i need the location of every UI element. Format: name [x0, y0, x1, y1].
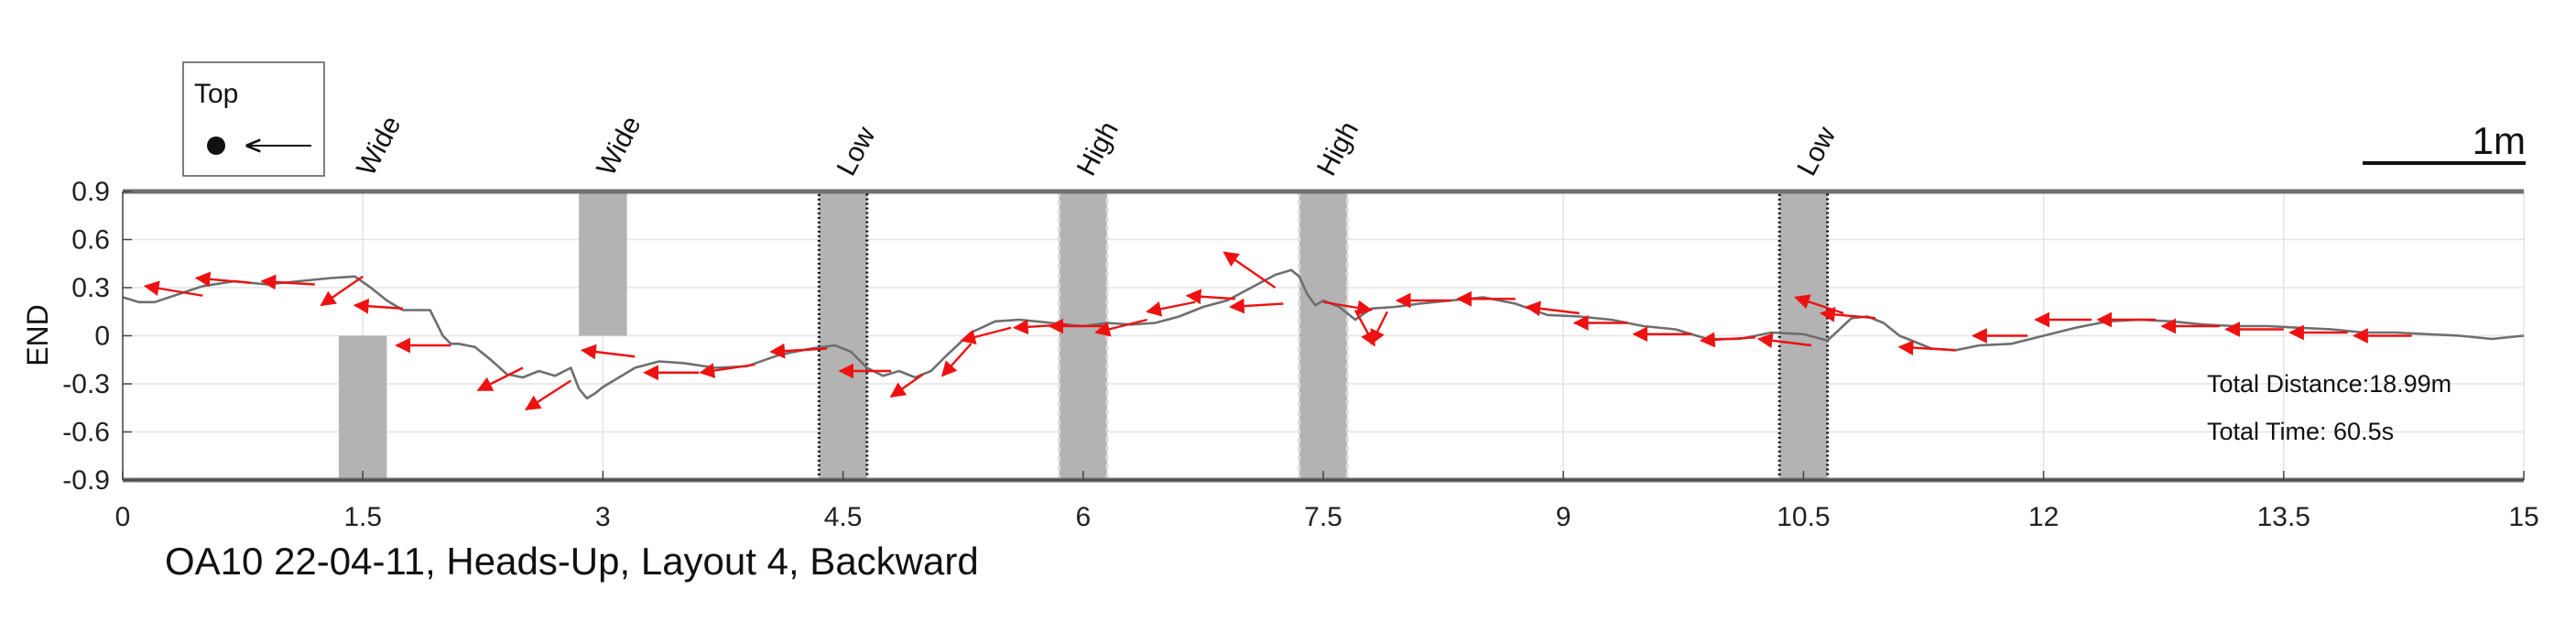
obstacle-label-0: Wide: [351, 111, 407, 180]
scale-bar: 1m: [2363, 119, 2526, 165]
y-tick-label-2: 0.3: [71, 273, 110, 303]
direction-inset: Top: [182, 61, 325, 177]
x-tick-label-4: 6: [1075, 502, 1091, 532]
obstacle-label-3: High: [1071, 116, 1125, 180]
heading-arrow-25: [1370, 311, 1388, 345]
walker-dot-icon: [207, 136, 225, 155]
obstacle-zone-4: [1298, 190, 1349, 482]
x-tick-label-5: 7.5: [1304, 502, 1342, 532]
x-tick-label-2: 3: [595, 502, 611, 532]
x-tick-label-1: 1.5: [343, 502, 382, 532]
heading-arrow-32: [1756, 333, 1812, 349]
heading-arrow-18: [1094, 318, 1148, 337]
heading-arrow-28: [1525, 300, 1580, 317]
heading-arrow-35: [1897, 340, 1956, 355]
heading-arrow-19: [1146, 300, 1196, 317]
y-axis-label: END: [21, 304, 54, 366]
heading-arrow-2: [260, 274, 315, 290]
heading-arrow-10: [699, 363, 755, 378]
heading-arrow-22: [1228, 298, 1284, 314]
heading-arrow-15: [960, 326, 1012, 345]
x-tick-label-6: 9: [1556, 502, 1571, 532]
obstacle-zone-0: [338, 335, 387, 480]
trajectory-series: [123, 268, 2524, 400]
inset-frame: [182, 61, 325, 177]
obstacle-zone-5: [1777, 190, 1830, 482]
heading-arrow-20: [1185, 289, 1235, 305]
y-tick-label-4: -0.3: [62, 369, 110, 399]
heading-arrow-11: [769, 343, 828, 359]
total-time-note: Total Time: 60.5s: [2207, 418, 2394, 445]
heading-arrow-13: [889, 373, 924, 398]
x-tick-label-3: 4.5: [824, 502, 863, 532]
heading-arrow-23: [1322, 300, 1374, 316]
obstacle-label-2: Low: [831, 122, 882, 180]
x-tick-label-0: 0: [115, 502, 131, 532]
heading-arrow-3: [320, 275, 364, 307]
x-tick-label-7: 10.5: [1777, 502, 1830, 532]
obstacle-labels: Wide Wide Low High High Low: [351, 111, 1842, 180]
x-tick-label-9: 13.5: [2257, 502, 2310, 532]
heading-arrow-24: [1353, 309, 1375, 347]
obstacle-label-1: Wide: [591, 111, 647, 180]
x-tick-label-8: 12: [2028, 502, 2059, 532]
y-tick-label-0: 0.9: [71, 177, 110, 207]
y-tick-label-1: 0.6: [71, 225, 110, 256]
inset-label: Top: [194, 79, 238, 109]
heading-arrow-14: [940, 343, 973, 377]
x-tick-label-10: 15: [2508, 502, 2538, 532]
heading-arrow-8: [581, 344, 636, 360]
heading-arrow-7: [525, 379, 572, 411]
heading-arrow-21: [1223, 251, 1277, 289]
obstacle-label-5: Low: [1791, 122, 1842, 180]
obstacle-zone-1: [579, 191, 627, 336]
y-tick-label-6: -0.9: [62, 465, 110, 496]
total-distance-note: Total Distance:18.99m: [2207, 370, 2451, 398]
y-tick-label-5: -0.6: [62, 418, 110, 448]
heading-arrow-6: [476, 366, 524, 392]
obstacle-label-4: High: [1311, 116, 1364, 180]
heading-arrows-series: [143, 251, 2412, 411]
y-tick-label-3: 0: [94, 322, 110, 352]
heading-arrow-34: [1819, 306, 1876, 322]
scale-bar-label: 1m: [2473, 119, 2526, 162]
x-ticks: 0 1.5 3 4.5 6 7.5 9 10.5 12 13.5 15: [115, 471, 2539, 532]
heading-arrow-0: [143, 280, 203, 297]
heading-arrow-1: [194, 271, 251, 288]
y-ticks: 0.9 0.6 0.3 0 -0.3 -0.6 -0.9: [62, 177, 132, 496]
heading-arrow-31: [1699, 332, 1756, 348]
obstacle-zone-3: [1058, 190, 1109, 482]
heading-arrow-4: [353, 298, 403, 314]
obstacle-zone-2: [817, 190, 869, 482]
trajectory-line: [123, 268, 2524, 400]
chart-title: OA10 22-04-11, Heads-Up, Layout 4, Backw…: [165, 540, 979, 583]
